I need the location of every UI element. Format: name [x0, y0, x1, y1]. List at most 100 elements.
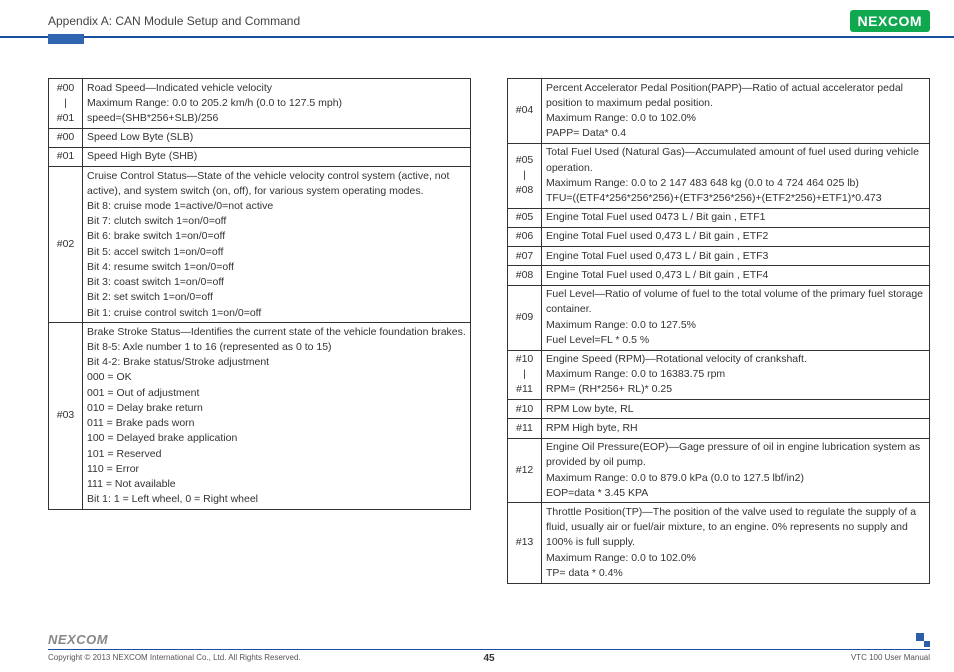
desc-line: Bit 1: 1 = Left wheel, 0 = Right wheel [87, 492, 466, 507]
page-number: 45 [483, 653, 494, 664]
table-row: #03 Brake Stroke Status—Identifies the cu… [49, 323, 471, 510]
copyright-text: Copyright © 2013 NEXCOM International Co… [48, 653, 301, 662]
desc-line: Maximum Range: 0.0 to 2 147 483 648 kg (… [546, 176, 925, 191]
row-desc-cell: Road Speed—Indicated vehicle velocityMax… [83, 79, 471, 129]
desc-line: Speed High Byte (SHB) [87, 149, 466, 164]
row-id-cell: #05 [508, 208, 542, 227]
desc-line: Maximum Range: 0.0 to 102.0% [546, 111, 925, 126]
row-id-cell: #01 [49, 147, 83, 166]
desc-line: 111 = Not available [87, 477, 466, 492]
desc-line: RPM= (RH*256+ RL)* 0.25 [546, 382, 925, 397]
desc-line: Throttle Position(TP)—The position of th… [546, 505, 925, 551]
desc-line: Engine Total Fuel used 0,473 L / Bit gai… [546, 229, 925, 244]
table-row: #05 | #08Total Fuel Used (Natural Gas)—A… [508, 143, 930, 208]
table-row: #10 RPM Low byte, RL [508, 400, 930, 419]
desc-line: 101 = Reserved [87, 447, 466, 462]
desc-line: EOP=data * 3.45 KPA [546, 486, 925, 501]
desc-line: Fuel Level—Ratio of volume of fuel to th… [546, 287, 925, 317]
desc-line: Bit 4: resume switch 1=on/0=off [87, 260, 466, 275]
row-id-cell: #02 [49, 167, 83, 323]
desc-line: 011 = Brake pads worn [87, 416, 466, 431]
right-column: #04Percent Accelerator Pedal Position(PA… [507, 78, 930, 584]
desc-line: Maximum Range: 0.0 to 205.2 km/h (0.0 to… [87, 96, 466, 111]
logo-text-post: COM [888, 13, 922, 29]
logo-text-pre: NE [858, 13, 878, 29]
nexcom-logo: NEXCOM [850, 10, 930, 32]
table-row: #13Throttle Position(TP)—The position of… [508, 503, 930, 583]
table-row: #00Speed Low Byte (SLB) [49, 128, 471, 147]
row-id-cell: #04 [508, 79, 542, 144]
footer-logo: NEXCOM [48, 632, 108, 647]
desc-line: Maximum Range: 0.0 to 127.5% [546, 318, 925, 333]
content-area: #00 | #01Road Speed—Indicated vehicle ve… [0, 38, 954, 594]
desc-line: Engine Total Fuel used 0473 L / Bit gain… [546, 210, 925, 225]
row-id-cell: #08 [508, 266, 542, 285]
desc-line: RPM Low byte, RL [546, 402, 925, 417]
row-id-cell: #10 | #11 [508, 350, 542, 400]
row-id-cell: #09 [508, 285, 542, 350]
footer-decor-icon [916, 633, 930, 647]
row-desc-cell: Engine Total Fuel used 0,473 L / Bit gai… [542, 266, 930, 285]
table-row: #11RPM High byte, RH [508, 419, 930, 438]
table-row: #12Engine Oil Pressure(EOP)—Gage pressur… [508, 438, 930, 503]
desc-line: Brake Stroke Status—Identifies the curre… [87, 325, 466, 340]
row-id-cell: #12 [508, 438, 542, 503]
table-row: #07 Engine Total Fuel used 0,473 L / Bit … [508, 247, 930, 266]
row-id-cell: #03 [49, 323, 83, 510]
table-row: #08Engine Total Fuel used 0,473 L / Bit … [508, 266, 930, 285]
left-table: #00 | #01Road Speed—Indicated vehicle ve… [48, 78, 471, 510]
desc-line: 000 = OK [87, 370, 466, 385]
table-row: #00 | #01Road Speed—Indicated vehicle ve… [49, 79, 471, 129]
table-row: #05 Engine Total Fuel used 0473 L / Bit g… [508, 208, 930, 227]
row-id-cell: #11 [508, 419, 542, 438]
desc-line: Engine Speed (RPM)—Rotational velocity o… [546, 352, 925, 367]
row-id-cell: #05 | #08 [508, 143, 542, 208]
desc-line: Maximum Range: 0.0 to 16383.75 rpm [546, 367, 925, 382]
desc-line: Fuel Level=FL * 0.5 % [546, 333, 925, 348]
desc-line: Bit 4-2: Brake status/Stroke adjustment [87, 355, 466, 370]
row-id-cell: #07 [508, 247, 542, 266]
desc-line: 100 = Delayed brake application [87, 431, 466, 446]
desc-line: Bit 6: brake switch 1=on/0=off [87, 229, 466, 244]
row-desc-cell: Engine Total Fuel used 0473 L / Bit gain… [542, 208, 930, 227]
row-id-cell: #06 [508, 227, 542, 246]
page-header: Appendix A: CAN Module Setup and Command… [0, 0, 954, 38]
row-id-cell: #13 [508, 503, 542, 583]
desc-line: Bit 5: accel switch 1=on/0=off [87, 245, 466, 260]
row-desc-cell: Engine Total Fuel used 0,473 L / Bit gai… [542, 227, 930, 246]
row-desc-cell: RPM High byte, RH [542, 419, 930, 438]
row-desc-cell: RPM Low byte, RL [542, 400, 930, 419]
row-id-cell: #00 | #01 [49, 79, 83, 129]
right-table: #04Percent Accelerator Pedal Position(PA… [507, 78, 930, 584]
desc-line: Percent Accelerator Pedal Position(PAPP)… [546, 81, 925, 111]
desc-line: Maximum Range: 0.0 to 102.0% [546, 551, 925, 566]
header-accent [48, 34, 84, 44]
desc-line: TP= data * 0.4% [546, 566, 925, 581]
desc-line: Road Speed—Indicated vehicle velocity [87, 81, 466, 96]
desc-line: Bit 1: cruise control switch 1=on/0=off [87, 306, 466, 321]
desc-line: Bit 2: set switch 1=on/0=off [87, 290, 466, 305]
desc-line: Bit 8-5: Axle number 1 to 16 (represente… [87, 340, 466, 355]
doc-name: VTC 100 User Manual [851, 653, 930, 662]
table-row: #10 | #11 Engine Speed (RPM)—Rotational v… [508, 350, 930, 400]
row-desc-cell: Total Fuel Used (Natural Gas)—Accumulate… [542, 143, 930, 208]
page-footer: NEXCOM Copyright © 2013 NEXCOM Internati… [48, 632, 930, 662]
desc-line: Maximum Range: 0.0 to 879.0 kPa (0.0 to … [546, 471, 925, 486]
desc-line: Total Fuel Used (Natural Gas)—Accumulate… [546, 145, 925, 175]
row-desc-cell: Engine Speed (RPM)—Rotational velocity o… [542, 350, 930, 400]
row-id-cell: #10 [508, 400, 542, 419]
row-desc-cell: Engine Total Fuel used 0,473 L / Bit gai… [542, 247, 930, 266]
row-desc-cell: Cruise Control Status—State of the vehic… [83, 167, 471, 323]
row-desc-cell: Throttle Position(TP)—The position of th… [542, 503, 930, 583]
row-desc-cell: Percent Accelerator Pedal Position(PAPP)… [542, 79, 930, 144]
table-row: #06 Engine Total Fuel used 0,473 L / Bit … [508, 227, 930, 246]
table-row: #04Percent Accelerator Pedal Position(PA… [508, 79, 930, 144]
desc-line: Bit 8: cruise mode 1=active/0=not active [87, 199, 466, 214]
desc-line: Bit 3: coast switch 1=on/0=off [87, 275, 466, 290]
desc-line: Engine Total Fuel used 0,473 L / Bit gai… [546, 249, 925, 264]
desc-line: 001 = Out of adjustment [87, 386, 466, 401]
row-desc-cell: Brake Stroke Status—Identifies the curre… [83, 323, 471, 510]
row-desc-cell: Fuel Level—Ratio of volume of fuel to th… [542, 285, 930, 350]
desc-line: Bit 7: clutch switch 1=on/0=off [87, 214, 466, 229]
desc-line: PAPP= Data* 0.4 [546, 126, 925, 141]
